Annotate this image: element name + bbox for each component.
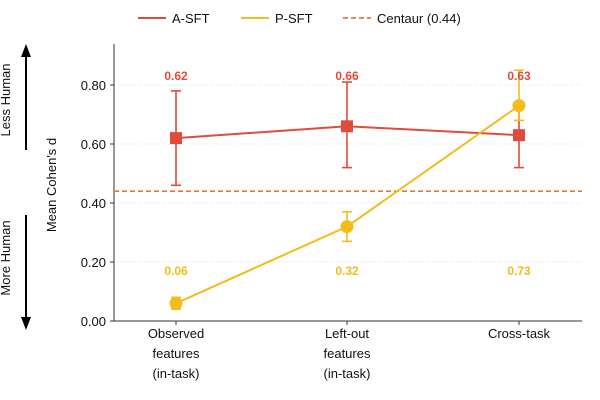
data-point-a-sft: [170, 132, 182, 145]
legend-label-a-sft: A-SFT: [172, 11, 210, 26]
data-label-p-sft: 0.32: [335, 264, 359, 278]
data-point-a-sft: [341, 120, 353, 133]
data-point-a-sft: [513, 129, 525, 142]
legend-label-p-sft: P-SFT: [275, 11, 313, 26]
y-tick-label: 0.60: [81, 137, 106, 152]
y-axis-ticks: 0.00 0.20 0.40 0.60 0.80: [81, 78, 114, 329]
gridlines: [114, 84, 582, 263]
data-label-p-sft: 0.73: [507, 264, 531, 278]
x-tick-label: Cross-task: [488, 326, 551, 341]
y-tick-label: 0.20: [81, 255, 106, 270]
data-point-p-sft: [512, 99, 526, 113]
y-tick-label: 0.80: [81, 78, 106, 93]
data-point-p-sft: [169, 296, 183, 310]
x-axis-categories: Observed features (in-task) Left-out feature…: [148, 321, 551, 381]
x-tick-label: (in-task): [153, 366, 200, 381]
arrow-up-head: [21, 44, 31, 57]
data-label-a-sft: 0.62: [164, 69, 188, 83]
data-label-p-sft: 0.06: [164, 264, 188, 278]
data-point-p-sft: [340, 220, 354, 234]
side-annotation: Less Human More Human: [0, 44, 31, 330]
axes: [113, 44, 582, 322]
legend: A-SFT P-SFT Centaur (0.44): [138, 11, 461, 26]
data-labels: 0.62 0.66 0.63 0.06 0.32 0.73: [164, 69, 531, 278]
side-label-more-human: More Human: [0, 220, 13, 295]
x-tick-label: Observed: [148, 326, 204, 341]
data-label-a-sft: 0.66: [335, 69, 359, 83]
y-tick-label: 0.00: [81, 314, 106, 329]
arrow-down-head: [21, 317, 31, 330]
side-label-less-human: Less Human: [0, 64, 13, 137]
x-tick-label: (in-task): [324, 366, 371, 381]
y-tick-label: 0.40: [81, 196, 106, 211]
x-tick-label: features: [324, 346, 371, 361]
x-tick-label: Left-out: [325, 326, 369, 341]
y-axis-label: Mean Cohen's d: [44, 138, 59, 232]
legend-label-centaur: Centaur (0.44): [377, 11, 461, 26]
x-tick-label: features: [153, 346, 200, 361]
data-label-a-sft: 0.63: [507, 69, 531, 83]
series-group: [169, 69, 526, 311]
